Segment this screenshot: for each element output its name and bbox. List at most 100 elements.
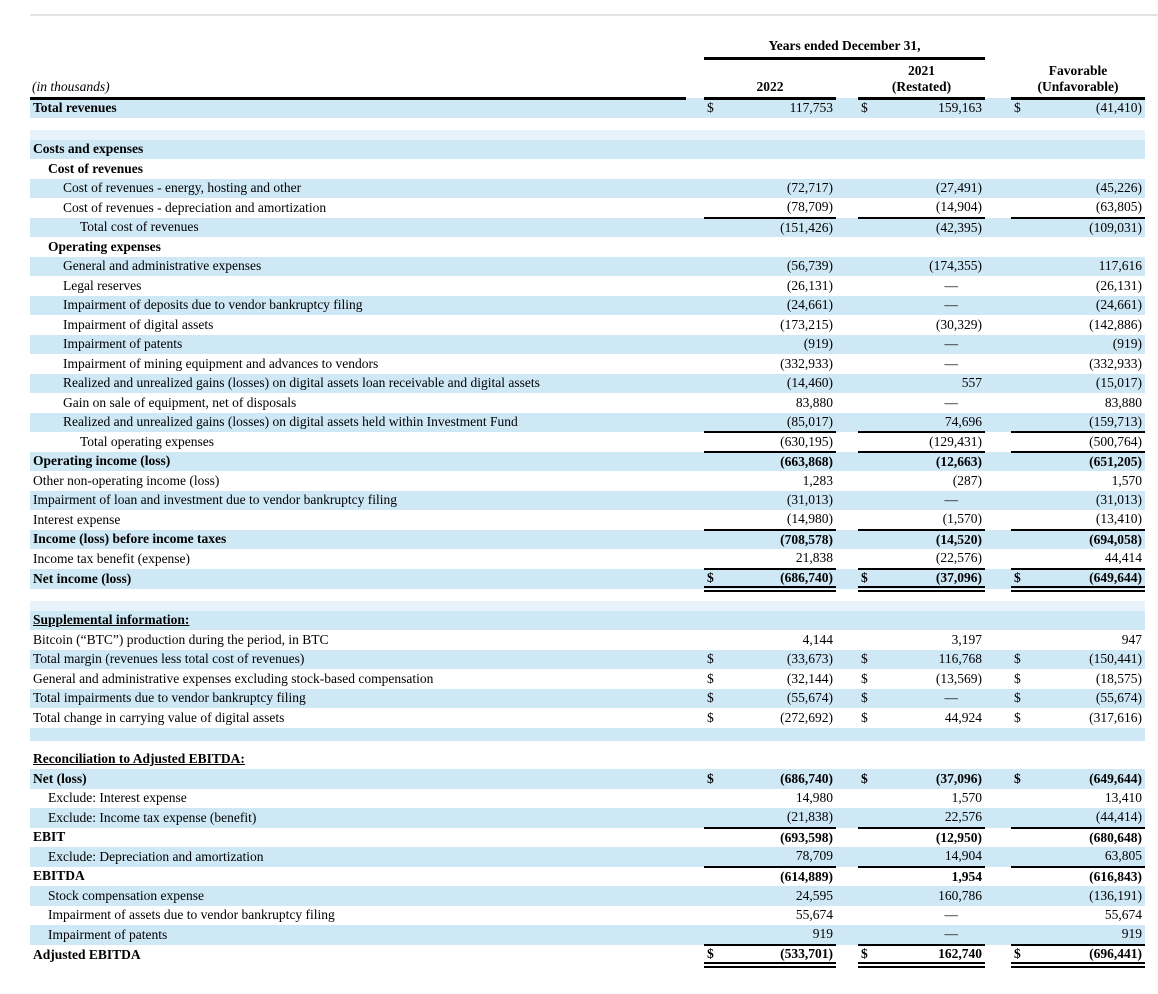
amount: (693,598) bbox=[780, 829, 833, 845]
value-cell-2021: 3,197 bbox=[858, 630, 985, 650]
value-cell-2022: (332,933) bbox=[704, 354, 836, 374]
table-header: Years ended December 31, (in thousands) … bbox=[30, 32, 1145, 100]
row-label: Adjusted EBITDA bbox=[33, 946, 141, 962]
value-cell-favorable: (44,414) bbox=[1011, 808, 1145, 829]
amount: (26,131) bbox=[786, 277, 833, 293]
amount: (630,195) bbox=[780, 433, 833, 449]
dollar-sign: $ bbox=[1014, 670, 1021, 686]
column-gap bbox=[836, 140, 858, 160]
table-row: Supplemental information: bbox=[30, 610, 1145, 631]
amount: (272,692) bbox=[780, 709, 833, 725]
amount: (85,017) bbox=[786, 413, 833, 429]
value-cell-favorable: 63,805 bbox=[1011, 847, 1145, 868]
amount: (37,096) bbox=[935, 770, 982, 786]
column-gap bbox=[686, 630, 704, 650]
amount: 13,410 bbox=[1104, 790, 1142, 806]
spacer-cell bbox=[30, 130, 1145, 140]
column-gap bbox=[836, 828, 858, 848]
value-cell-favorable: (332,933) bbox=[1011, 354, 1145, 374]
column-gap bbox=[836, 159, 858, 179]
col-header-2021-line2: (Restated) bbox=[891, 79, 952, 95]
value-cell-2022: $ (33,673) bbox=[704, 650, 836, 670]
amount: (14,980) bbox=[786, 511, 833, 527]
amount: (21,838) bbox=[786, 809, 833, 825]
column-gap bbox=[985, 198, 1011, 218]
value-cell-favorable: (45,226) bbox=[1011, 179, 1145, 199]
amount: (55,674) bbox=[1095, 690, 1142, 706]
row-label: Impairment of deposits due to vendor ban… bbox=[63, 297, 363, 313]
amount: (129,431) bbox=[929, 433, 982, 449]
dollar-sign: $ bbox=[861, 945, 868, 961]
col-header-2022: 2022 bbox=[704, 58, 836, 100]
value-cell-2022: (85,017) bbox=[704, 412, 836, 433]
column-gap bbox=[985, 335, 1011, 355]
value-cell-2022: (151,426) bbox=[704, 218, 836, 238]
column-gap bbox=[686, 549, 704, 569]
dollar-sign: $ bbox=[707, 709, 714, 725]
value-cell-2021: 1,954 bbox=[858, 867, 985, 887]
amount: (24,661) bbox=[1095, 297, 1142, 313]
dollar-sign: $ bbox=[707, 569, 714, 585]
row-label: Impairment of assets due to vendor bankr… bbox=[48, 907, 335, 923]
value-cell-2022: (21,838) bbox=[704, 808, 836, 829]
column-gap bbox=[686, 808, 704, 828]
value-cell-2021: (14,520) bbox=[858, 530, 985, 550]
amount: (136,191) bbox=[1089, 887, 1142, 903]
value-cell-favorable: 947 bbox=[1011, 630, 1145, 650]
value-cell-2022 bbox=[704, 237, 836, 257]
dollar-sign: $ bbox=[707, 100, 714, 116]
table-row: Impairment of assets due to vendor bankr… bbox=[30, 905, 1145, 926]
amount: (686,740) bbox=[780, 770, 833, 786]
value-cell-2021: — bbox=[858, 354, 985, 374]
value-cell-2021: (27,491) bbox=[858, 179, 985, 199]
column-gap bbox=[686, 58, 704, 98]
amount: (15,017) bbox=[1095, 375, 1142, 391]
value-cell-2022: (78,709) bbox=[704, 198, 836, 219]
column-gap bbox=[836, 179, 858, 199]
column-gap bbox=[836, 393, 858, 413]
value-cell-favorable: (63,805) bbox=[1011, 198, 1145, 219]
value-cell-favorable: $ (41,410) bbox=[1011, 98, 1145, 118]
amount: (24,661) bbox=[786, 297, 833, 313]
amount: (26,131) bbox=[1095, 277, 1142, 293]
column-gap bbox=[686, 179, 704, 199]
amount: (616,843) bbox=[1089, 868, 1142, 884]
value-cell-2021: — bbox=[858, 335, 985, 355]
amount: (317,616) bbox=[1089, 709, 1142, 725]
value-cell-favorable: $ (55,674) bbox=[1011, 689, 1145, 709]
column-gap bbox=[686, 159, 704, 179]
value-cell-2021: (12,950) bbox=[858, 828, 985, 848]
value-cell-2021 bbox=[858, 750, 985, 770]
column-gap bbox=[836, 374, 858, 394]
column-gap bbox=[836, 650, 858, 670]
amount: 557 bbox=[961, 375, 982, 391]
column-gap bbox=[836, 413, 858, 433]
table-row: Cost of revenues - energy, hosting and o… bbox=[30, 178, 1145, 199]
column-gap bbox=[985, 549, 1011, 569]
value-cell-2021: (129,431) bbox=[858, 432, 985, 453]
amount: 1,954 bbox=[951, 868, 982, 884]
column-gap bbox=[686, 886, 704, 906]
value-cell-favorable: (616,843) bbox=[1011, 867, 1145, 887]
amount: (14,520) bbox=[935, 531, 982, 547]
row-label: Exclude: Income tax expense (benefit) bbox=[48, 809, 257, 825]
value-cell-2022: 919 bbox=[704, 925, 836, 946]
row-label: Net (loss) bbox=[33, 770, 87, 786]
table-row: Bitcoin (“BTC”) production during the pe… bbox=[30, 630, 1145, 650]
value-cell-favorable: (31,013) bbox=[1011, 491, 1145, 511]
value-cell-favorable: (136,191) bbox=[1011, 886, 1145, 906]
spacer-cell bbox=[30, 728, 1145, 741]
table-row: EBITDA (614,889) 1,954 (616,843) bbox=[30, 866, 1145, 887]
column-gap bbox=[985, 828, 1011, 848]
column-gap bbox=[985, 140, 1011, 160]
table-row: Impairment of digital assets (173,215) (30… bbox=[30, 315, 1145, 335]
value-cell-favorable bbox=[1011, 237, 1145, 257]
column-gap bbox=[836, 750, 858, 770]
value-cell-2021: $44,924 bbox=[858, 708, 985, 728]
column-gap bbox=[985, 925, 1011, 945]
row-label: Cost of revenues bbox=[48, 160, 143, 176]
row-label: Stock compensation expense bbox=[48, 887, 204, 903]
table-row: Stock compensation expense 24,595 160,786 (… bbox=[30, 886, 1145, 906]
spacer-cell bbox=[30, 601, 1145, 611]
amount: — bbox=[944, 907, 959, 923]
